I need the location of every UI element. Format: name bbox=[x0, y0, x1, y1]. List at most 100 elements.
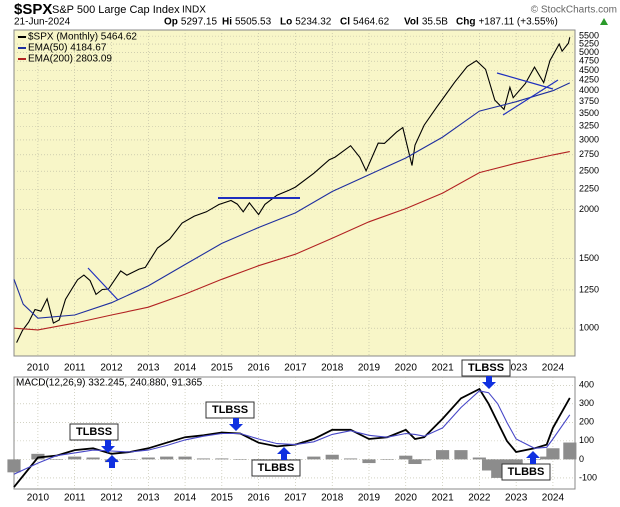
histogram-bar bbox=[435, 450, 450, 460]
x-tick-label: 2016 bbox=[248, 363, 271, 374]
histogram-bar bbox=[68, 456, 82, 460]
quote-label: Lo bbox=[280, 17, 292, 28]
y-tick-label: 4250 bbox=[579, 75, 599, 85]
annotation-arrow bbox=[482, 376, 496, 389]
y-tick-label: 5250 bbox=[579, 38, 599, 48]
x-tick-label: 2021 bbox=[431, 493, 454, 504]
quote-value: 5297.15 bbox=[181, 17, 218, 28]
legend-label: $SPX (Monthly) 5464.62 bbox=[28, 32, 137, 43]
quote-value: 5464.62 bbox=[353, 17, 390, 28]
y-tick-label: 4000 bbox=[579, 85, 599, 95]
x-tick-label: 2017 bbox=[284, 363, 307, 374]
quote-value: 35.5B bbox=[422, 17, 448, 28]
histogram-bar bbox=[307, 456, 321, 460]
x-tick-label: 2015 bbox=[211, 493, 234, 504]
source: © StockCharts.com bbox=[531, 5, 617, 16]
y-tick-label: 3750 bbox=[579, 96, 599, 106]
x-tick-label: 2014 bbox=[174, 363, 197, 374]
trendline bbox=[502, 79, 559, 116]
x-tick-label: 2014 bbox=[174, 493, 197, 504]
series-line bbox=[13, 82, 571, 319]
y-tick-label: 2000 bbox=[579, 204, 599, 214]
annotation: TLBSS bbox=[76, 426, 112, 438]
quote-label: Hi bbox=[222, 17, 232, 28]
y-tick-label: 300 bbox=[579, 398, 594, 408]
histogram-bar bbox=[233, 459, 247, 460]
histogram-bar bbox=[141, 457, 155, 460]
annotation-box bbox=[501, 463, 551, 481]
x-tick-label: 2018 bbox=[321, 363, 344, 374]
quote-value: +187.11 (+3.55%) bbox=[478, 17, 557, 28]
series-line bbox=[16, 37, 571, 343]
y-tick-label: 2500 bbox=[579, 166, 599, 176]
x-tick-label: 2020 bbox=[395, 493, 418, 504]
x-tick-label: 2012 bbox=[100, 363, 123, 374]
x-tick-label: 2010 bbox=[27, 493, 50, 504]
x-tick-label: 2022 bbox=[468, 493, 491, 504]
quote-value: 5505.53 bbox=[235, 17, 272, 28]
quote-label: Chg bbox=[456, 17, 475, 28]
y-tick-label: 2750 bbox=[579, 149, 599, 159]
histogram-bar bbox=[362, 459, 376, 464]
histogram-bar bbox=[408, 459, 422, 465]
y-tick-label: 3250 bbox=[579, 121, 599, 131]
y-tick-label: -100 bbox=[579, 472, 597, 482]
quote-value: 5234.32 bbox=[295, 17, 332, 28]
histogram-bar bbox=[481, 459, 496, 471]
trendlines bbox=[87, 72, 559, 301]
exchange: INDX bbox=[182, 5, 206, 16]
x-tick-label: 2019 bbox=[358, 493, 381, 504]
y-tick-label: 100 bbox=[579, 435, 594, 445]
annotation-box bbox=[251, 459, 301, 477]
histogram-bar bbox=[380, 459, 394, 460]
x-tick-label: 2024 bbox=[542, 493, 565, 504]
trendline bbox=[496, 72, 554, 90]
x-tick-label: 2013 bbox=[137, 363, 160, 374]
annotations: TLBSS TLBSS TLBBS TLBSS TLBBS bbox=[69, 359, 551, 481]
annotation-arrow bbox=[526, 451, 540, 464]
histogram-bar bbox=[86, 457, 100, 460]
y-tick-label: 2250 bbox=[579, 184, 599, 194]
x-tick-label: 2016 bbox=[248, 493, 271, 504]
series-line bbox=[13, 390, 571, 475]
histogram-bar bbox=[215, 458, 229, 460]
x-tick-label: 2017 bbox=[284, 493, 307, 504]
annotation-box bbox=[205, 401, 255, 419]
quote-label: Op bbox=[164, 17, 178, 28]
symbol: $SPX bbox=[14, 1, 52, 18]
histogram-bar bbox=[472, 457, 486, 460]
y-tick-label: 3000 bbox=[579, 134, 599, 144]
x-tick-label: 2011 bbox=[64, 363, 86, 374]
histogram-bar bbox=[7, 459, 21, 473]
panel: 2010 2011 2012 2013 2014 2015 2016 2017 2018 2019… bbox=[13, 29, 599, 374]
histogram-bar bbox=[546, 448, 560, 460]
x-tick-label: 2015 bbox=[211, 363, 234, 374]
annotation-arrow bbox=[105, 455, 119, 468]
panel-title: MACD(12,26,9) 332.245, 240.880, 91.365 bbox=[16, 378, 203, 389]
histogram-bar bbox=[196, 458, 211, 460]
histogram-bar bbox=[399, 455, 413, 460]
x-tick-label: 2019 bbox=[358, 363, 381, 374]
y-tick-label: 5000 bbox=[579, 47, 599, 57]
annotation-arrow bbox=[101, 440, 115, 453]
x-tick-label: 2024 bbox=[542, 363, 565, 374]
date: 21-Jun-2024 bbox=[14, 17, 71, 28]
annotation: TLBSS bbox=[468, 362, 504, 374]
y-tick-label: 0 bbox=[579, 454, 584, 464]
histogram-bar bbox=[563, 442, 577, 460]
y-tick-label: 1500 bbox=[579, 253, 599, 263]
y-tick-label: 5500 bbox=[579, 30, 599, 40]
annotation: TLBBS bbox=[508, 466, 545, 478]
trendline bbox=[87, 267, 119, 301]
y-tick-label: 1250 bbox=[579, 284, 599, 294]
y-tick-label: 400 bbox=[579, 380, 594, 390]
series-line bbox=[13, 387, 571, 488]
x-tick-label: 2013 bbox=[137, 493, 160, 504]
histogram-bar bbox=[454, 450, 468, 460]
annotation-arrow bbox=[277, 447, 291, 460]
annotation-box bbox=[69, 423, 119, 441]
y-tick-label: 1000 bbox=[579, 323, 599, 333]
x-tick-label: 2018 bbox=[321, 493, 344, 504]
histogram-bar bbox=[123, 459, 137, 460]
y-tick-label: 4500 bbox=[579, 65, 599, 75]
